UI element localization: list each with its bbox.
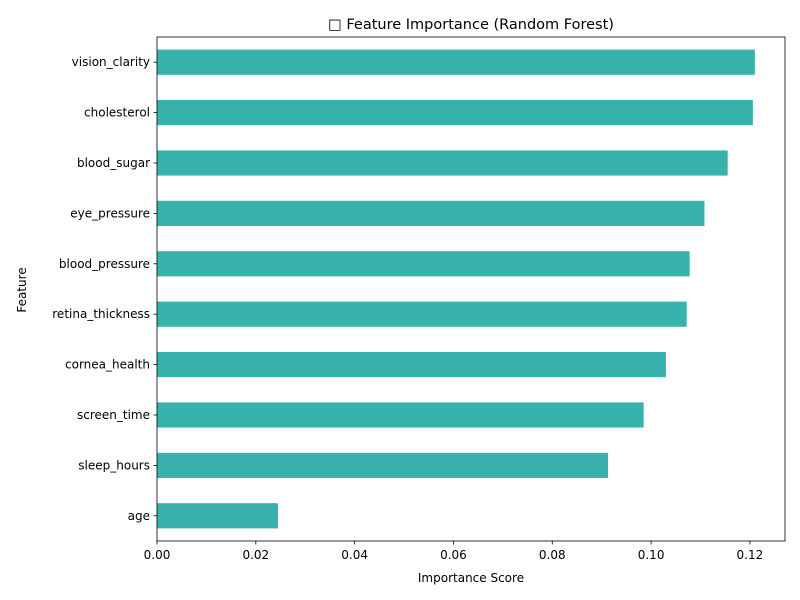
x-tick-label: 0.04 bbox=[341, 548, 368, 562]
y-tick-label-retina-thickness: retina_thickness bbox=[52, 307, 150, 321]
y-tick-label-cornea-health: cornea_health bbox=[65, 358, 150, 372]
x-axis-label: Importance Score bbox=[418, 571, 524, 585]
x-tick-label: 0.10 bbox=[638, 548, 665, 562]
axes-frame bbox=[156, 36, 786, 542]
y-tick-label-vision-clarity: vision_clarity bbox=[72, 55, 150, 69]
chart-title: □ Feature Importance (Random Forest) bbox=[328, 17, 614, 33]
bar-cholesterol bbox=[157, 100, 753, 126]
y-axis-label: Feature bbox=[15, 267, 29, 312]
y-tick-label-blood-pressure: blood_pressure bbox=[59, 257, 150, 271]
y-tick-label-cholesterol: cholesterol bbox=[84, 106, 150, 120]
y-tick-label-screen-time: screen_time bbox=[77, 408, 150, 422]
y-tick-label-eye-pressure: eye_pressure bbox=[70, 206, 150, 220]
x-tick-label: 0.00 bbox=[144, 548, 171, 562]
x-tick-label: 0.02 bbox=[242, 548, 269, 562]
x-axis-ticks: 0.00 0.02 0.04 0.06 0.08 0.10 0.12 bbox=[144, 541, 764, 562]
bar-vision-clarity bbox=[157, 49, 755, 75]
bars-group bbox=[157, 49, 755, 529]
y-axis-ticks: age sleep_hours screen_time cornea_health re… bbox=[52, 55, 157, 523]
bar-cornea-health bbox=[157, 352, 666, 378]
x-tick-label: 0.12 bbox=[737, 548, 764, 562]
bar-sleep-hours bbox=[157, 452, 609, 478]
bar-retina-thickness bbox=[157, 301, 687, 327]
x-tick-label: 0.08 bbox=[539, 548, 566, 562]
y-tick-label-blood-sugar: blood_sugar bbox=[77, 156, 150, 170]
bar-blood-pressure bbox=[157, 251, 690, 277]
y-tick-label-sleep-hours: sleep_hours bbox=[78, 458, 150, 472]
bar-blood-sugar bbox=[157, 150, 728, 176]
bar-screen-time bbox=[157, 402, 644, 428]
plot-frame bbox=[156, 36, 786, 542]
bar-age bbox=[157, 503, 279, 529]
y-tick-label-age: age bbox=[128, 509, 150, 523]
x-tick-label: 0.06 bbox=[440, 548, 467, 562]
bar-eye-pressure bbox=[157, 200, 705, 226]
